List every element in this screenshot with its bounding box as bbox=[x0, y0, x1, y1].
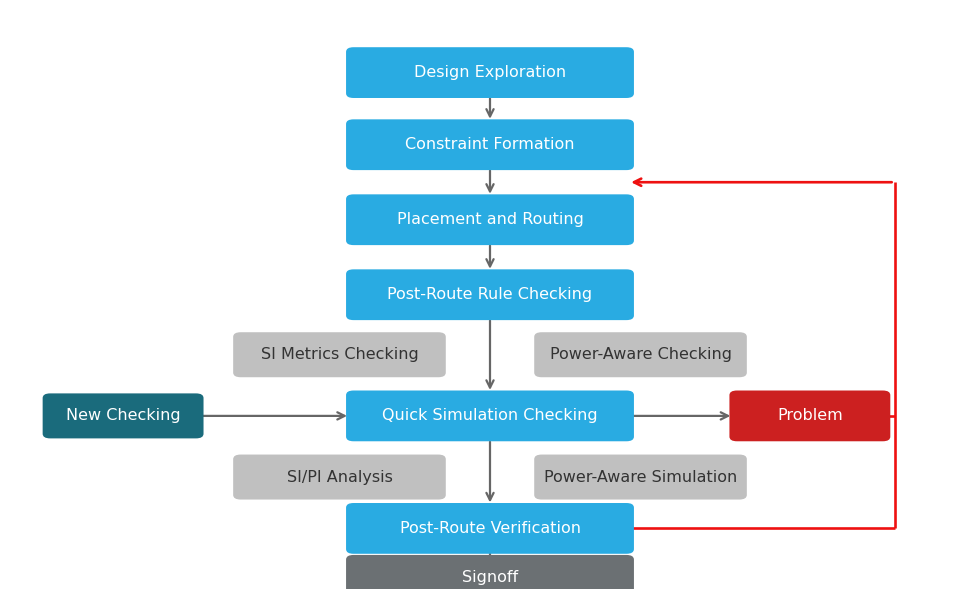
FancyBboxPatch shape bbox=[233, 332, 446, 377]
FancyBboxPatch shape bbox=[346, 47, 634, 98]
Text: New Checking: New Checking bbox=[66, 409, 180, 423]
FancyBboxPatch shape bbox=[346, 194, 634, 245]
Text: Design Exploration: Design Exploration bbox=[414, 65, 566, 80]
Text: SI Metrics Checking: SI Metrics Checking bbox=[261, 347, 418, 362]
FancyBboxPatch shape bbox=[346, 269, 634, 320]
FancyBboxPatch shape bbox=[346, 503, 634, 554]
Text: Placement and Routing: Placement and Routing bbox=[397, 212, 583, 227]
Text: Signoff: Signoff bbox=[462, 570, 518, 585]
FancyBboxPatch shape bbox=[534, 454, 747, 499]
FancyBboxPatch shape bbox=[233, 454, 446, 499]
FancyBboxPatch shape bbox=[729, 391, 890, 441]
Text: Quick Simulation Checking: Quick Simulation Checking bbox=[382, 409, 598, 423]
FancyBboxPatch shape bbox=[43, 394, 204, 438]
Text: Constraint Formation: Constraint Formation bbox=[406, 137, 574, 152]
Text: Power-Aware Simulation: Power-Aware Simulation bbox=[544, 469, 737, 484]
FancyBboxPatch shape bbox=[346, 391, 634, 441]
FancyBboxPatch shape bbox=[346, 120, 634, 170]
Text: Post-Route Verification: Post-Route Verification bbox=[400, 521, 580, 536]
Text: SI/PI Analysis: SI/PI Analysis bbox=[286, 469, 392, 484]
Text: Problem: Problem bbox=[777, 409, 843, 423]
FancyBboxPatch shape bbox=[346, 555, 634, 600]
Text: Post-Route Rule Checking: Post-Route Rule Checking bbox=[387, 287, 593, 302]
Text: Power-Aware Checking: Power-Aware Checking bbox=[550, 347, 731, 362]
FancyBboxPatch shape bbox=[534, 332, 747, 377]
